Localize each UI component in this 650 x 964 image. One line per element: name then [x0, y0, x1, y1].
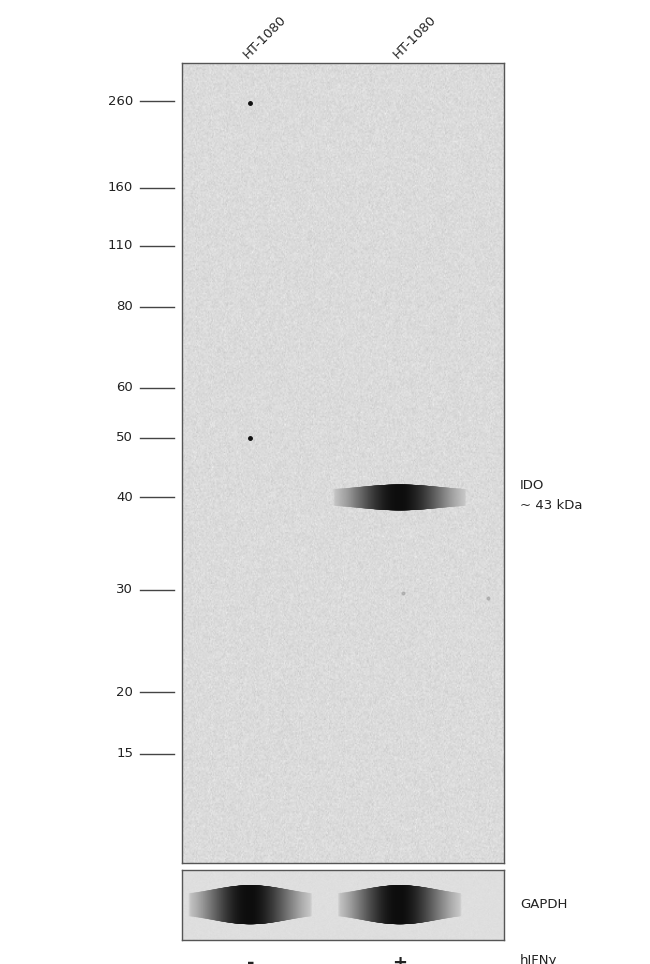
- Text: IDO: IDO: [520, 479, 545, 493]
- Text: 80: 80: [116, 300, 133, 313]
- Text: HT-1080: HT-1080: [241, 13, 289, 61]
- Text: -: -: [246, 954, 254, 964]
- Text: 15: 15: [116, 747, 133, 761]
- Text: GAPDH: GAPDH: [520, 898, 567, 911]
- Text: 30: 30: [116, 583, 133, 597]
- Text: 20: 20: [116, 685, 133, 699]
- Text: +: +: [392, 954, 408, 964]
- Text: 260: 260: [108, 94, 133, 108]
- Text: 50: 50: [116, 431, 133, 444]
- Text: HT-1080: HT-1080: [391, 13, 439, 61]
- Text: ~ 43 kDa: ~ 43 kDa: [520, 498, 582, 512]
- Text: 40: 40: [116, 491, 133, 504]
- Text: 110: 110: [108, 239, 133, 253]
- Text: hIFNγ: hIFNγ: [520, 954, 558, 964]
- Text: 60: 60: [116, 381, 133, 394]
- Text: 160: 160: [108, 181, 133, 195]
